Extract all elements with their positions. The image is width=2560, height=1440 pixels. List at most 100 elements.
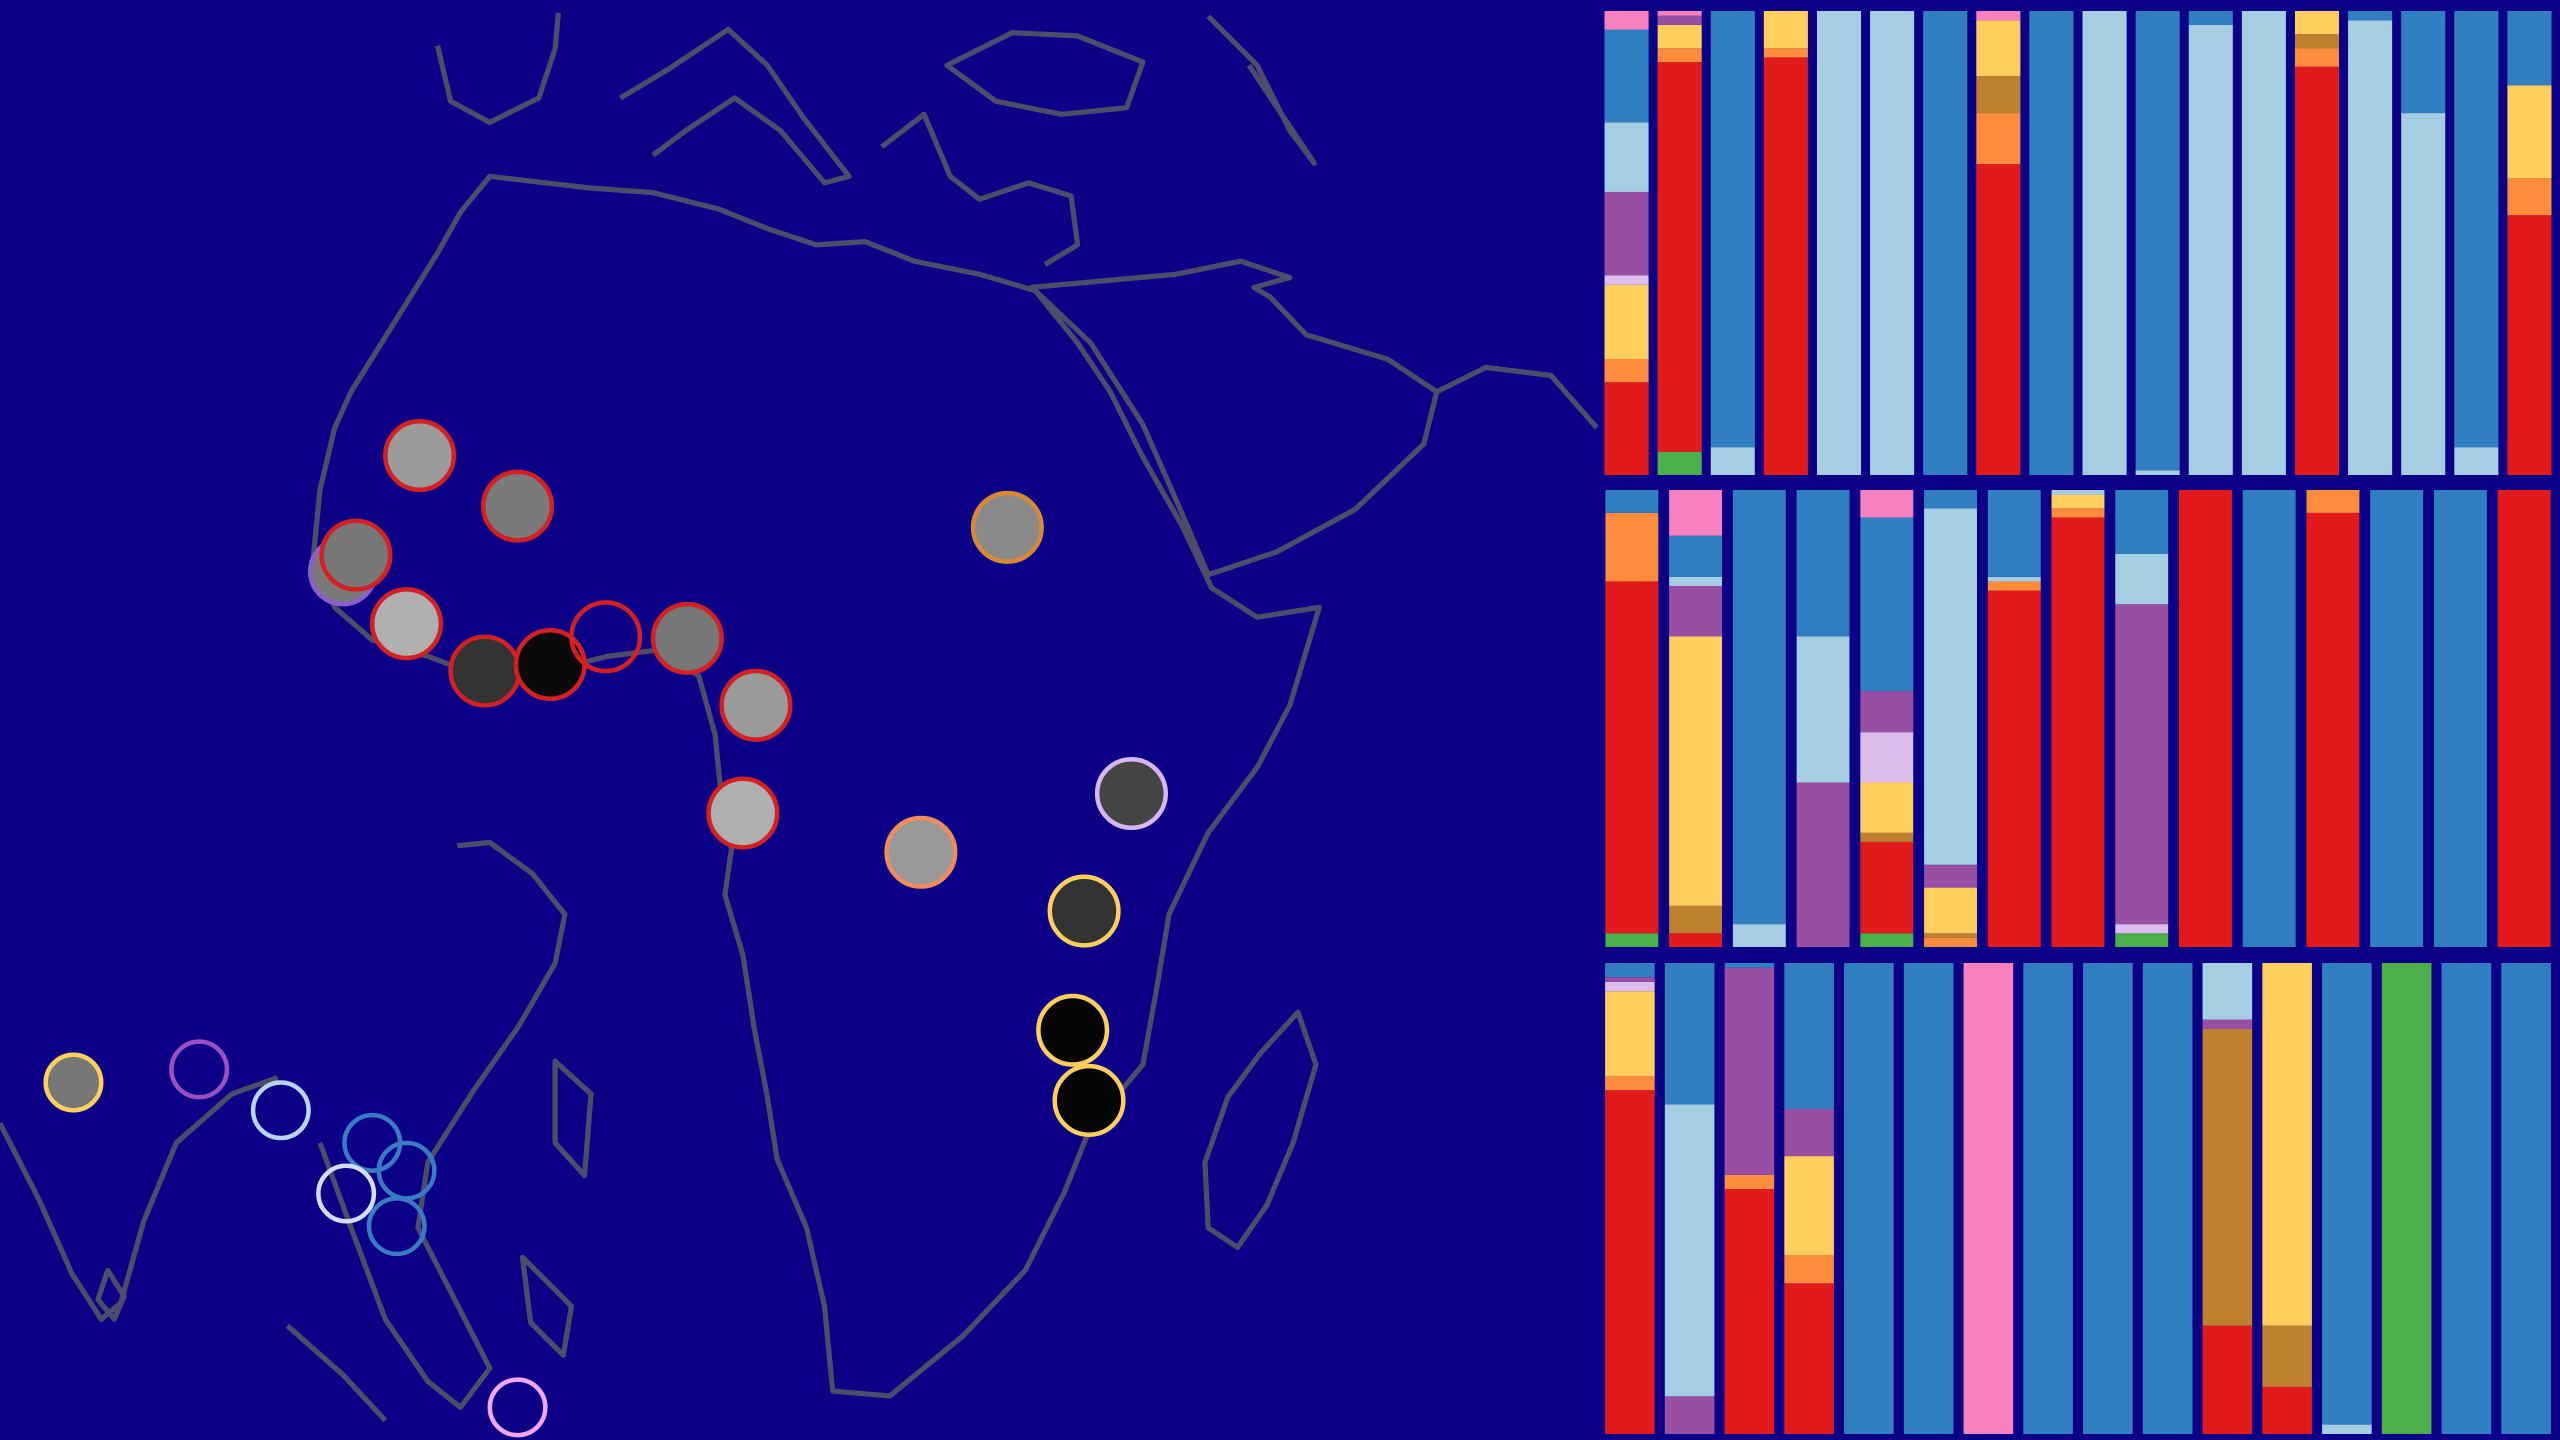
bar-segment bbox=[2294, 11, 2340, 35]
bar-segment bbox=[1860, 490, 1914, 518]
bar-segment bbox=[1784, 1255, 1834, 1284]
bar-segment bbox=[1976, 164, 2021, 475]
bar-segment bbox=[2082, 11, 2127, 475]
bar-segment bbox=[2115, 553, 2169, 605]
bar-segment bbox=[1604, 359, 1649, 383]
bar-segment bbox=[1605, 490, 1659, 513]
sri-lanka-coast bbox=[95, 1267, 127, 1322]
bar-segment bbox=[2202, 1019, 2253, 1029]
site-marker bbox=[43, 1052, 104, 1113]
bar-segment bbox=[2083, 963, 2133, 1434]
bar-segment bbox=[1987, 576, 2041, 582]
gulf-coast bbox=[1435, 364, 1599, 430]
bar-segment bbox=[1860, 841, 1914, 934]
bar-segment bbox=[1669, 576, 1723, 586]
bar-segment bbox=[2051, 508, 2105, 518]
bar-segment bbox=[2370, 490, 2424, 947]
bar-segment bbox=[1784, 1283, 1834, 1434]
bar-segment bbox=[2115, 933, 2169, 947]
bar-segment bbox=[1860, 517, 1914, 692]
bar-segment bbox=[1604, 122, 1649, 192]
site-marker bbox=[719, 668, 793, 742]
site-marker bbox=[970, 490, 1044, 564]
bar-segment bbox=[1605, 963, 1655, 978]
bar-segment bbox=[1987, 590, 2041, 947]
site-marker bbox=[319, 518, 393, 592]
bar-segment bbox=[2454, 447, 2499, 475]
bar-segment bbox=[2262, 1325, 2312, 1387]
bar-segment bbox=[2142, 963, 2193, 1434]
bar-segment bbox=[1724, 1174, 1775, 1190]
bar-segment bbox=[2294, 48, 2340, 67]
bar-segment bbox=[1710, 447, 1755, 475]
bar-segment bbox=[2381, 963, 2432, 1434]
bar-segment bbox=[2501, 963, 2551, 1434]
bar-segment bbox=[2262, 1386, 2312, 1434]
bar-segment bbox=[2454, 11, 2499, 448]
bar-segment bbox=[1605, 977, 1655, 982]
bar-segment bbox=[1710, 11, 1755, 448]
site-marker bbox=[250, 1080, 311, 1141]
bar-segment bbox=[1669, 535, 1723, 577]
bar-segment bbox=[1860, 832, 1914, 842]
bar-segment bbox=[1976, 11, 2021, 21]
bar-segment bbox=[2202, 963, 2253, 1020]
bar-segment bbox=[1724, 1189, 1775, 1434]
bar-segment bbox=[2023, 963, 2073, 1434]
bar-segment bbox=[1963, 963, 2014, 1434]
bar-segment bbox=[1816, 11, 1862, 475]
bar-segment bbox=[1784, 963, 1834, 1110]
bar-segment bbox=[1605, 933, 1659, 947]
bar-segment bbox=[2348, 20, 2393, 476]
bar-segment bbox=[1657, 24, 1702, 49]
bar-segment bbox=[2322, 1424, 2372, 1434]
bar-segment bbox=[1657, 451, 1702, 475]
bar-segment bbox=[2202, 1028, 2253, 1326]
site-marker bbox=[569, 600, 643, 674]
bar-segment bbox=[1604, 29, 1649, 123]
bar-segment bbox=[2241, 11, 2286, 475]
bar-segment bbox=[1664, 1396, 1715, 1434]
bar-segment bbox=[2179, 490, 2232, 947]
bar-segment bbox=[2135, 470, 2180, 475]
bar-segment bbox=[2507, 178, 2552, 216]
bar-segment bbox=[1923, 11, 1968, 475]
bar-segment bbox=[1796, 636, 1850, 783]
bar-segment bbox=[2262, 963, 2312, 1326]
bar-segment bbox=[2115, 604, 2169, 925]
site-marker bbox=[169, 1039, 230, 1100]
bar-segment bbox=[1784, 1109, 1834, 1157]
bar-segment bbox=[1605, 581, 1659, 934]
bar-segment bbox=[1796, 490, 1850, 637]
map bbox=[0, 12, 1599, 1423]
bar-segment bbox=[1605, 512, 1659, 582]
bar-segment bbox=[1924, 508, 1977, 865]
bar-segment bbox=[2188, 24, 2233, 475]
bar-segment bbox=[1657, 62, 1702, 452]
bar-segment bbox=[1732, 490, 1786, 925]
bar-segment bbox=[2294, 34, 2340, 49]
site-marker bbox=[1047, 874, 1121, 948]
bar-segment bbox=[1763, 11, 1808, 49]
bar-segment bbox=[1844, 963, 1894, 1434]
bar-segment bbox=[2051, 517, 2105, 947]
bar-segment bbox=[1860, 732, 1914, 783]
bar-segment bbox=[1976, 75, 2021, 114]
bar-segment bbox=[1657, 48, 1702, 63]
bar-segment bbox=[1605, 1090, 1655, 1434]
bar-segment bbox=[1669, 585, 1723, 637]
bar-segment bbox=[1724, 967, 1775, 1175]
bar-segment bbox=[1763, 48, 1808, 58]
bar-segment bbox=[1724, 963, 1775, 968]
site-marker bbox=[513, 627, 587, 702]
bar-segment bbox=[2188, 11, 2233, 25]
bar-segment bbox=[1604, 275, 1649, 285]
bar-segment bbox=[1976, 113, 2021, 165]
bar-segment bbox=[2202, 1325, 2253, 1434]
bar-segment bbox=[2294, 66, 2340, 476]
site-marker bbox=[481, 469, 555, 543]
bar-segment bbox=[2507, 85, 2552, 179]
bar-segment bbox=[1796, 782, 1850, 947]
